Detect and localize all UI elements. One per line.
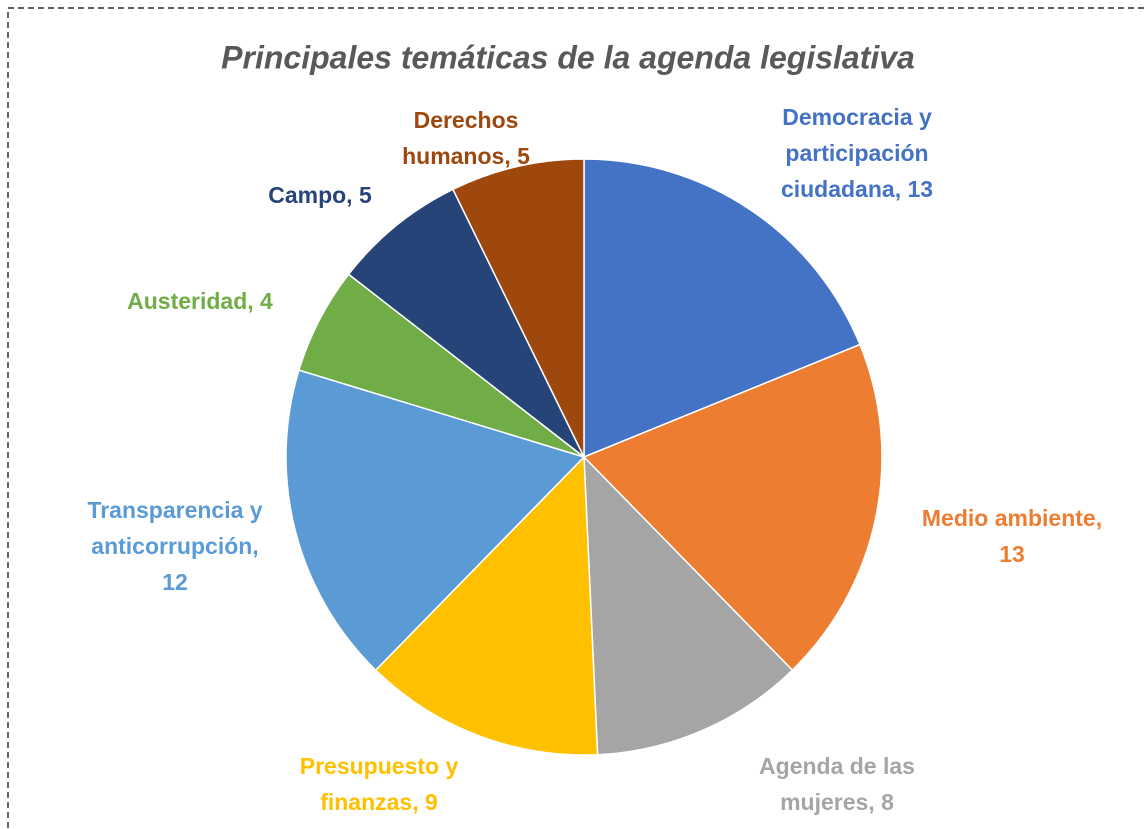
data-label: Presupuesto y finanzas, 9 bbox=[300, 753, 459, 815]
pie-slice bbox=[374, 455, 599, 756]
data-label: Austeridad, 4 bbox=[127, 288, 273, 314]
data-label: Transparencia y anticorrupción, 12 bbox=[87, 497, 262, 595]
data-label: Democracia y participación ciudadana, 13 bbox=[781, 104, 933, 202]
pie-slice bbox=[451, 158, 585, 458]
pie-slice bbox=[285, 369, 586, 672]
data-label: Derechos humanos, 5 bbox=[402, 107, 530, 169]
pie-slice bbox=[583, 455, 794, 756]
data-label: Medio ambiente, 13 bbox=[922, 505, 1102, 567]
pie-slice bbox=[583, 158, 861, 459]
data-label: Campo, 5 bbox=[268, 182, 372, 208]
data-label: Agenda de las mujeres, 8 bbox=[759, 753, 915, 815]
frame bbox=[7, 7, 1148, 829]
chart-title: Principales temáticas de la agenda legis… bbox=[221, 39, 915, 75]
pie-slice bbox=[582, 343, 883, 672]
pie-slice bbox=[347, 188, 585, 458]
